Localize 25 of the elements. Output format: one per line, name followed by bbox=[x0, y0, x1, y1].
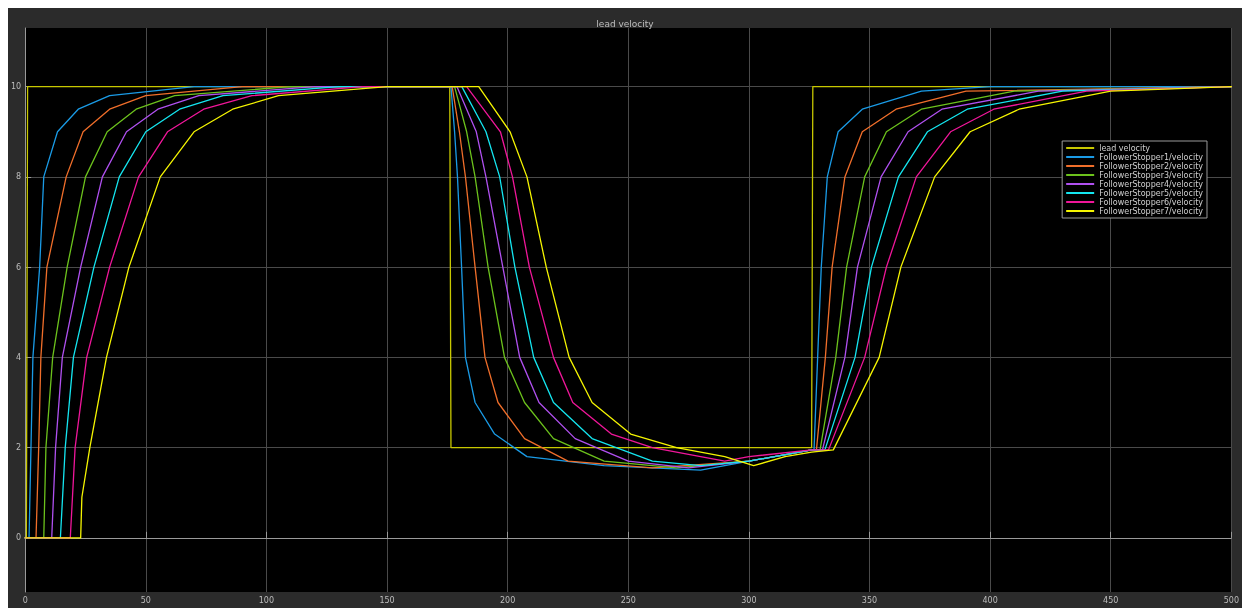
x-tick-label: 250 bbox=[620, 595, 636, 605]
y-tick-label: 4 bbox=[16, 352, 22, 362]
legend-label: FollowerStopper4/velocity bbox=[1099, 179, 1204, 189]
x-tick-label: 100 bbox=[258, 595, 275, 605]
y-tick-label: 6 bbox=[16, 262, 22, 272]
legend-label: FollowerStopper3/velocity bbox=[1099, 170, 1204, 180]
x-tick-label: 350 bbox=[861, 595, 878, 605]
x-tick-label: 50 bbox=[140, 595, 151, 605]
legend-label: lead velocity bbox=[1099, 143, 1151, 153]
y-tick-label: 2 bbox=[16, 443, 22, 453]
legend-label: FollowerStopper2/velocity bbox=[1099, 161, 1204, 171]
y-tick-label: 10 bbox=[10, 82, 22, 92]
y-tick-label: 8 bbox=[16, 172, 22, 182]
chart-title: lead velocity bbox=[596, 18, 655, 29]
x-tick-label: 450 bbox=[1103, 595, 1119, 605]
y-tick-label: 0 bbox=[16, 533, 22, 543]
legend-label: FollowerStopper5/velocity bbox=[1099, 188, 1204, 198]
x-tick-label: 500 bbox=[1223, 595, 1240, 605]
x-tick-label: 400 bbox=[982, 595, 998, 605]
legend-label: FollowerStopper1/velocity bbox=[1099, 152, 1204, 162]
legend-label: FollowerStopper7/velocity bbox=[1099, 206, 1204, 216]
x-tick-label: 200 bbox=[500, 595, 516, 605]
x-tick-label: 300 bbox=[741, 595, 757, 605]
x-tick-label: 150 bbox=[379, 595, 395, 605]
legend-label: FollowerStopper6/velocity bbox=[1099, 197, 1204, 207]
